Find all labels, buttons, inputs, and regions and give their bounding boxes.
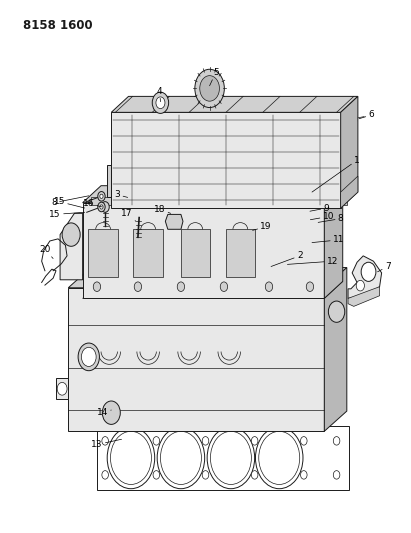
Text: 13: 13 [91,439,122,449]
Circle shape [306,282,314,292]
Circle shape [252,471,258,479]
Circle shape [195,69,224,108]
Circle shape [265,270,276,285]
Polygon shape [341,96,358,208]
Circle shape [102,401,120,424]
Polygon shape [348,256,382,298]
Circle shape [100,205,103,209]
Polygon shape [91,197,347,205]
Text: 16: 16 [83,199,102,208]
Circle shape [152,92,169,114]
Circle shape [93,282,101,292]
Polygon shape [56,378,68,399]
Text: 18: 18 [154,205,171,214]
Circle shape [57,382,67,395]
Polygon shape [97,426,349,490]
Text: 2: 2 [271,252,302,266]
Polygon shape [324,185,343,298]
Text: 3: 3 [115,190,128,199]
Circle shape [300,437,307,445]
Text: 4: 4 [157,86,162,102]
Circle shape [350,114,358,124]
Polygon shape [348,287,380,306]
Polygon shape [83,185,343,203]
Circle shape [356,280,365,291]
Circle shape [361,262,376,281]
Bar [180,229,210,277]
Circle shape [300,471,307,479]
Circle shape [78,343,99,370]
Text: 17: 17 [121,209,136,221]
Circle shape [202,437,209,445]
Circle shape [333,471,340,479]
Circle shape [177,282,185,292]
Circle shape [81,348,96,367]
Circle shape [134,282,142,292]
Circle shape [102,437,109,445]
Circle shape [207,427,255,489]
Text: 5: 5 [210,68,219,86]
Polygon shape [68,268,347,288]
Circle shape [157,427,205,489]
Circle shape [200,76,219,101]
Circle shape [220,282,228,292]
Bar [88,229,118,277]
Circle shape [98,202,105,212]
Text: 9: 9 [310,204,329,213]
Circle shape [156,97,165,109]
Circle shape [202,471,209,479]
Text: 1: 1 [312,156,360,192]
Text: 8158 1600: 8158 1600 [23,19,93,33]
Circle shape [333,437,340,445]
Circle shape [100,194,103,198]
Circle shape [102,471,109,479]
Text: 19: 19 [253,222,272,231]
Text: 7: 7 [378,262,390,272]
Circle shape [266,282,272,292]
Polygon shape [107,165,111,197]
Bar [134,229,163,277]
Circle shape [289,270,300,285]
Circle shape [153,437,159,445]
Text: 8: 8 [318,214,344,223]
Polygon shape [111,96,358,112]
Text: 15: 15 [53,197,85,208]
Text: 12: 12 [287,257,338,265]
Text: 10: 10 [310,212,334,221]
Text: 8: 8 [51,196,89,207]
Circle shape [256,427,303,489]
Circle shape [107,427,155,489]
Circle shape [62,223,80,246]
Polygon shape [60,213,83,280]
Polygon shape [83,203,324,298]
Circle shape [153,471,159,479]
Circle shape [101,201,109,212]
Circle shape [309,270,321,285]
Polygon shape [83,281,343,298]
Text: 6: 6 [359,110,374,119]
Polygon shape [341,176,358,208]
Circle shape [328,301,345,322]
Text: 14: 14 [97,408,111,417]
Polygon shape [324,268,347,431]
Polygon shape [111,112,341,208]
Text: 15: 15 [49,210,85,219]
Polygon shape [165,214,183,229]
Bar [226,229,255,277]
Text: 20: 20 [39,245,53,259]
Circle shape [252,437,258,445]
Text: 11: 11 [312,236,344,245]
Polygon shape [68,288,324,431]
Circle shape [98,191,105,201]
